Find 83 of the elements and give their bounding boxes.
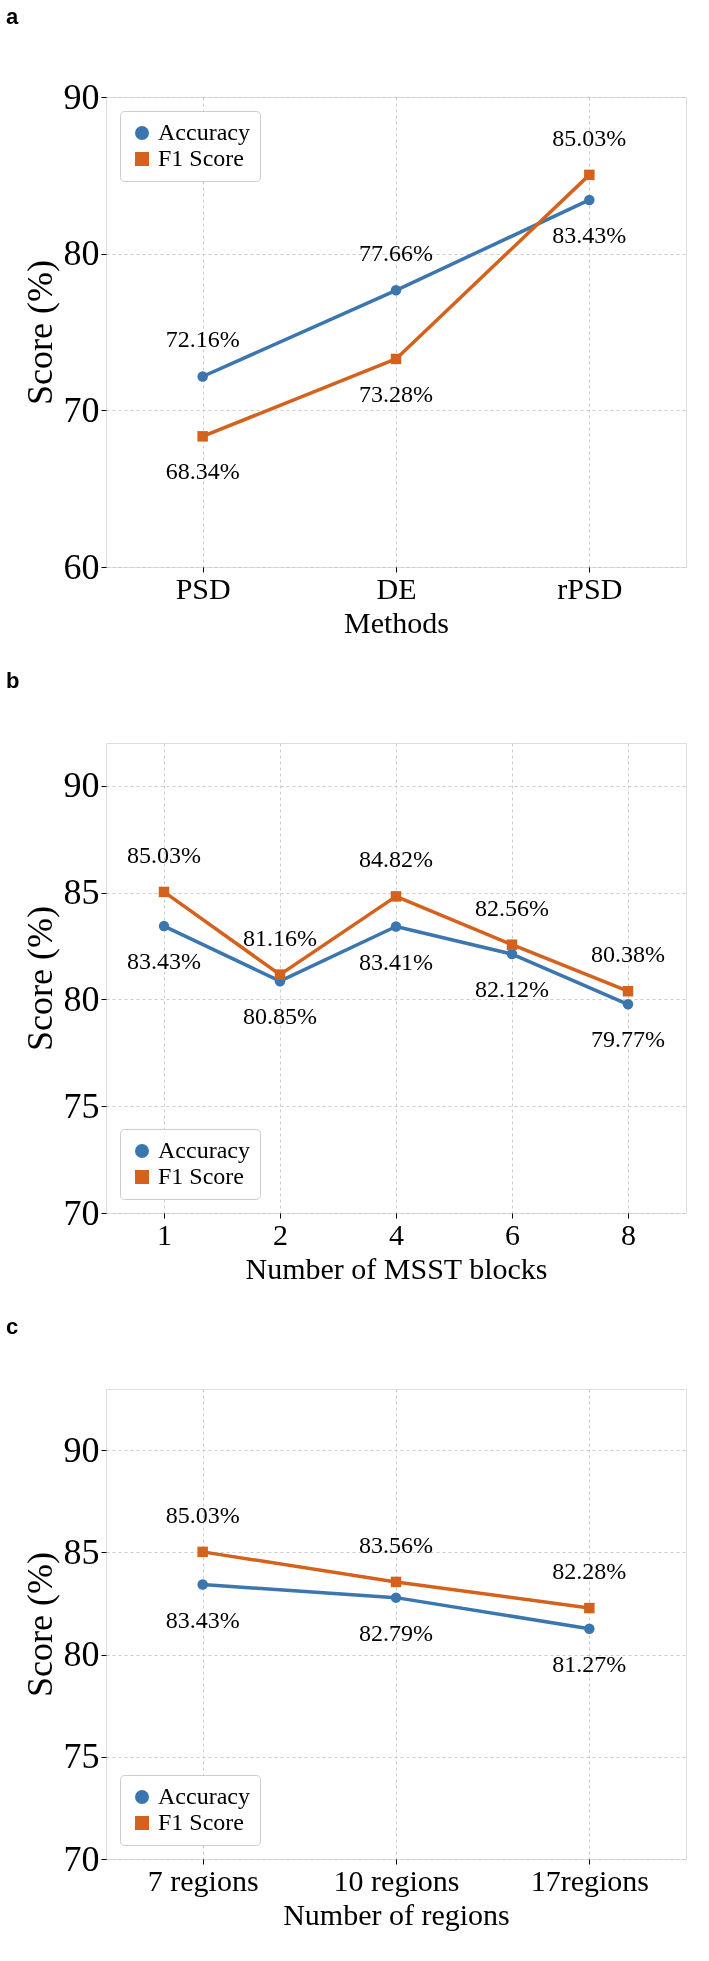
point	[584, 1623, 595, 1634]
x-tick-label: DE	[376, 571, 417, 605]
point	[274, 969, 286, 980]
point	[390, 285, 402, 296]
legend-label: Accuracy	[158, 1137, 250, 1163]
data-label: 84.82%	[359, 846, 433, 873]
y-tick-label: 90	[63, 1429, 100, 1470]
chart-title: a	[6, 4, 19, 29]
y-tick-label: 80	[63, 233, 100, 274]
x-tick-label: 7 regions	[147, 1863, 259, 1897]
data-label: 80.38%	[591, 941, 665, 968]
legend-label: F1 Score	[158, 1809, 244, 1835]
x-axis-title: Number of regions	[283, 1897, 510, 1931]
x-axis-title: Number of MSST blocks	[245, 1251, 548, 1285]
y-tick-label: 80	[63, 978, 100, 1019]
y-tick-label: 85	[63, 1531, 100, 1572]
y-tick-label: 80	[63, 1634, 100, 1675]
y-tick-label: 75	[63, 1736, 100, 1777]
data-label: 81.27%	[552, 1650, 627, 1677]
y-axis-title: Score (%)	[19, 1552, 60, 1697]
point	[622, 999, 634, 1010]
y-tick-label: 70	[63, 389, 100, 430]
y-tick-label: 85	[63, 872, 100, 913]
x-axis-title: Methods	[344, 605, 449, 639]
data-label: 83.43%	[165, 1606, 240, 1633]
data-label: 83.56%	[359, 1531, 433, 1558]
point	[197, 431, 208, 442]
point	[584, 194, 595, 206]
data-label: 73.28%	[359, 380, 433, 407]
point	[506, 948, 518, 960]
point	[390, 353, 402, 365]
data-label: 82.79%	[359, 1619, 433, 1646]
x-tick-label: 2	[273, 1217, 288, 1251]
data-label: 82.56%	[475, 894, 549, 921]
x-tick-label: PSD	[175, 571, 231, 605]
point	[197, 371, 208, 382]
data-label: 77.66%	[359, 240, 433, 267]
x-tick-label: 17regions	[530, 1863, 649, 1897]
y-tick-label: 75	[63, 1085, 100, 1126]
data-label: 85.03%	[127, 841, 201, 868]
point	[197, 1579, 208, 1590]
point	[158, 886, 170, 898]
point	[506, 939, 518, 950]
data-label: 68.34%	[165, 458, 240, 485]
point	[390, 1576, 402, 1588]
data-label: 82.12%	[475, 976, 549, 1003]
data-label: 82.28%	[552, 1558, 627, 1585]
data-label: 80.85%	[243, 1003, 317, 1030]
y-tick-label: 90	[63, 76, 100, 117]
legend-label: Accuracy	[158, 1783, 250, 1809]
point	[390, 1592, 402, 1603]
data-label: 83.41%	[359, 948, 433, 975]
x-tick-label: 1	[157, 1217, 172, 1251]
y-tick-label: 70	[63, 1192, 100, 1233]
point	[158, 920, 170, 932]
y-tick-label: 60	[63, 546, 100, 587]
x-tick-label: 10 regions	[333, 1863, 460, 1897]
chart-title: c	[6, 1314, 19, 1339]
point	[622, 986, 634, 997]
chart-title: b	[6, 668, 20, 693]
point	[197, 1546, 208, 1558]
y-axis-title: Score (%)	[19, 260, 60, 405]
data-label: 85.03%	[165, 1501, 240, 1528]
data-label: 81.16%	[243, 924, 317, 951]
point	[584, 1602, 595, 1614]
y-tick-label: 70	[63, 1838, 100, 1879]
legend-label: Accuracy	[158, 119, 250, 145]
x-tick-label: 8	[621, 1217, 636, 1251]
x-tick-label: rPSD	[557, 571, 623, 605]
point	[390, 891, 402, 902]
legend-label: F1 Score	[158, 1163, 244, 1189]
x-tick-label: 4	[389, 1217, 404, 1251]
legend-label: F1 Score	[158, 145, 244, 171]
data-label: 83.43%	[127, 948, 201, 975]
data-label: 85.03%	[552, 124, 627, 151]
y-tick-label: 90	[63, 765, 100, 806]
data-label: 72.16%	[165, 326, 240, 353]
point	[390, 921, 402, 932]
point	[584, 169, 595, 181]
data-label: 83.43%	[552, 221, 627, 248]
y-axis-title: Score (%)	[19, 906, 60, 1051]
data-label: 79.77%	[591, 1026, 665, 1053]
x-tick-label: 6	[505, 1217, 520, 1251]
